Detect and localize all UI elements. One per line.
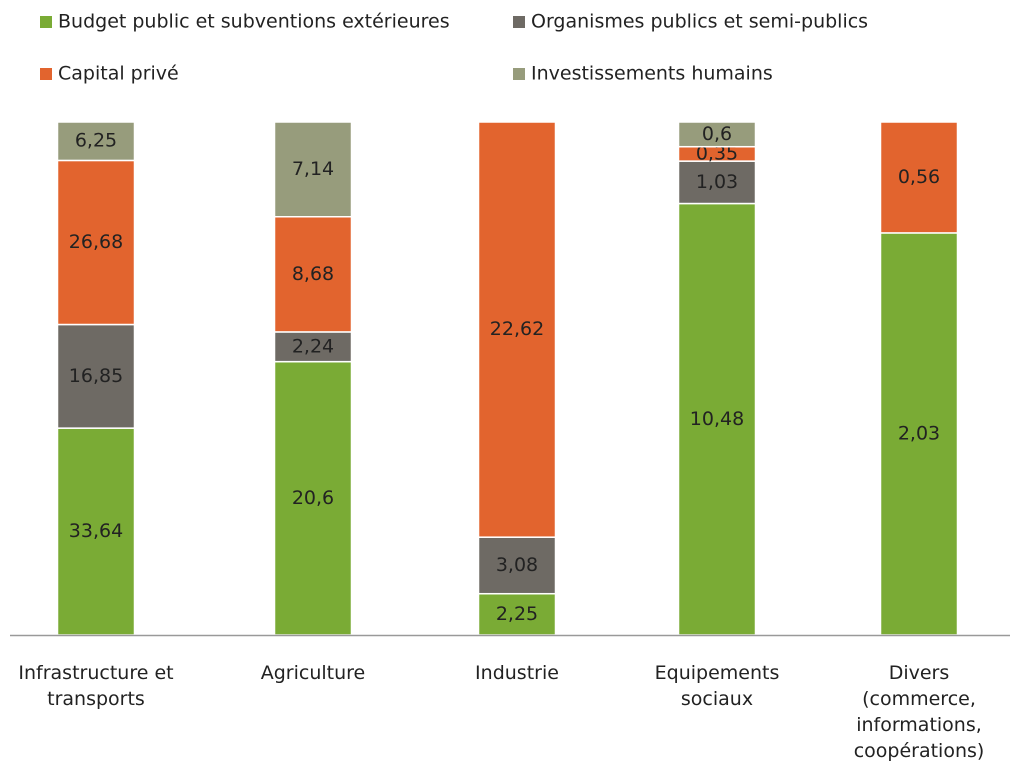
- bar-segment: [477, 592, 557, 636]
- bar-segment: [677, 160, 757, 205]
- bar-segment: [879, 232, 959, 636]
- data-label: 16,85: [69, 365, 123, 387]
- legend-swatch: [40, 68, 52, 80]
- bar-segment: [273, 360, 353, 636]
- x-tick-label: Equipements sociaux: [654, 662, 780, 710]
- data-label: 0,56: [898, 166, 940, 188]
- legend-swatch: [513, 68, 525, 80]
- data-label: 8,68: [292, 263, 334, 285]
- data-label: 0,35: [696, 142, 738, 164]
- data-label: 6,25: [75, 130, 117, 152]
- data-label: 22,62: [490, 318, 544, 340]
- legend-label: Budget public et subventions extérieures: [58, 11, 450, 33]
- bar-segment: [273, 121, 353, 218]
- x-tick-label: Infrastructure et transports: [18, 662, 174, 710]
- bar-segment: [56, 323, 136, 429]
- legend-label: Organismes publics et semi-publics: [531, 11, 868, 33]
- bar-segment: [677, 121, 757, 148]
- data-label: 7,14: [292, 158, 334, 180]
- data-label: 2,25: [496, 603, 538, 625]
- bar-segment: [879, 121, 959, 234]
- legend-swatch: [513, 16, 525, 28]
- x-tick-label: Agriculture: [260, 662, 366, 684]
- bar-segment: [56, 121, 136, 162]
- x-tick-label: Divers (commerce, informations, coopérat…: [853, 662, 985, 762]
- bar-segment: [56, 159, 136, 326]
- bar-segment: [273, 331, 353, 363]
- bar-segment: [477, 121, 557, 538]
- data-label: 2,03: [898, 422, 940, 444]
- legend-label: Capital privé: [58, 63, 179, 85]
- data-label: 26,68: [69, 231, 123, 253]
- data-label: 20,6: [292, 487, 334, 509]
- data-label: 0,6: [702, 123, 732, 145]
- legend-label: Investissements humains: [531, 63, 773, 85]
- data-label: 1,03: [696, 171, 738, 193]
- legend-swatch: [40, 16, 52, 28]
- data-label: 3,08: [496, 554, 538, 576]
- data-label: 33,64: [69, 520, 123, 542]
- data-label: 2,24: [292, 335, 334, 357]
- data-label: 10,48: [690, 408, 744, 430]
- bar-segment: [273, 215, 353, 333]
- x-tick-label: Industrie: [475, 662, 559, 684]
